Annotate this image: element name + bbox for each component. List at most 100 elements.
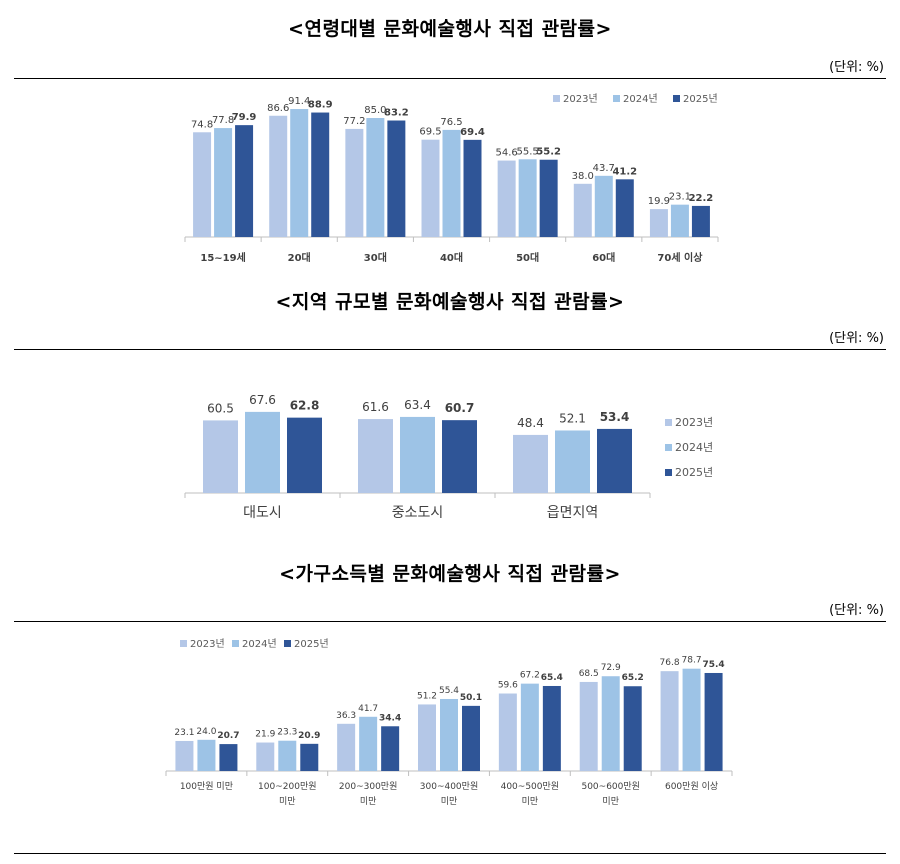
chart-title-income: <가구소득별 문화예술행사 직접 관람률> [279,563,621,585]
data-label: 77.2 [343,116,365,127]
data-label: 23.3 [277,728,297,738]
category-label: 600만원 이상 [665,781,718,792]
divider [14,349,886,350]
data-label: 61.6 [362,400,389,414]
category-label: 500~600만원 [581,781,639,792]
chart-title-region: <지역 규모별 문화예술행사 직접 관람률> [275,291,625,313]
bar-2024년 [366,118,385,237]
bar-2023년 [175,740,194,771]
data-label: 55.5 [517,146,539,157]
legend-label: 2023년 [675,416,713,429]
data-label: 65.2 [622,673,644,683]
data-label: 23.1 [669,192,691,203]
data-label: 86.6 [267,103,289,114]
region-bar-chart: 60.5 67.6 62.8 대도시 61.6 63.4 60.7 중소도시 48.4 52.1 5… [184,393,713,521]
data-label: 60.5 [207,401,234,415]
bar-2024년 [245,411,280,493]
legend-label: 2025년 [675,466,713,479]
legend-label: 2024년 [623,93,658,105]
bar-2023년 [203,420,238,493]
bar-2025년 [287,417,322,493]
data-label: 20.7 [217,731,239,741]
category-label: 15~19세 [200,251,245,264]
category-label: 300~400만원 [420,781,478,792]
data-label: 72.9 [601,663,621,673]
bar-2023년 [660,671,679,771]
bar-2023년 [579,681,598,771]
data-label: 41.7 [358,704,378,714]
bar-2024년 [520,683,539,771]
data-label: 50.1 [460,693,482,703]
data-label: 60.7 [445,401,475,415]
bar-2025년 [704,672,723,771]
bar-2024년 [682,668,701,771]
data-label: 55.2 [536,147,561,158]
bar-2025년 [615,179,634,237]
bar-2025년 [691,205,710,237]
category-label: 미만 [360,796,377,807]
data-label: 41.2 [612,166,637,177]
data-label: 20.9 [298,731,320,741]
bar-2024년 [555,430,590,493]
data-label: 77.8 [212,115,234,126]
data-label: 69.5 [419,127,441,138]
category-label: 20대 [288,251,311,264]
data-label: 55.4 [439,686,459,696]
bar-2023년 [193,132,212,237]
data-label: 76.5 [440,117,462,128]
category-label: 읍면지역 [547,505,599,521]
data-label: 24.0 [196,727,216,737]
bar-2025년 [623,686,642,771]
data-label: 59.6 [498,681,518,691]
bar-2024년 [440,698,458,771]
legend-swatch [665,444,672,451]
bar-2023년 [573,183,592,237]
bar-2023년 [345,128,364,237]
data-label: 43.7 [593,163,615,174]
legend-swatch [665,469,672,476]
category-label: 미만 [279,796,296,807]
bar-2023년 [358,419,393,493]
legend-swatch [180,640,187,647]
data-label: 67.2 [520,671,540,681]
bar-2025년 [462,705,480,771]
bar-2023년 [497,160,516,237]
bar-2024년 [278,740,297,771]
category-label: 100~200만원 [258,781,316,792]
bar-2024년 [197,739,216,771]
data-label: 21.9 [255,730,275,740]
category-label: 40대 [440,251,463,264]
bar-2024년 [290,109,309,237]
data-label: 52.1 [559,411,586,425]
data-label: 65.4 [541,673,563,683]
chart-title-age: <연령대별 문화예술행사 직접 관람률> [288,18,612,40]
bar-2025년 [442,420,477,493]
divider [14,78,886,79]
bar-2024년 [670,204,689,237]
category-label: 100만원 미만 [180,781,233,792]
bar-2024년 [601,676,620,771]
legend-label: 2025년 [683,93,718,105]
data-label: 62.8 [290,399,320,413]
divider [14,621,886,622]
category-label: 중소도시 [392,505,444,521]
data-label: 85.0 [364,105,386,116]
bar-2023년 [256,742,275,771]
bar-2025년 [311,112,330,237]
data-label: 74.8 [191,119,213,130]
category-label: 200~300만원 [339,781,397,792]
income-bar-chart: 23.1 24.0 20.7 100만원 미만 21.9 23.3 20.9 100~200만… [165,638,733,807]
legend-swatch [673,95,680,102]
legend-swatch [284,640,291,647]
bar-2025년 [381,726,400,771]
legend-label: 2025년 [294,638,329,650]
bar-2024년 [442,129,461,237]
bar-2023년 [421,139,440,237]
legend-label: 2024년 [242,638,277,650]
data-label: 79.9 [232,112,257,123]
data-label: 19.9 [648,196,670,207]
data-label: 69.4 [460,127,485,138]
category-label: 미만 [441,796,458,807]
data-label: 23.1 [174,728,194,738]
data-label: 91.4 [288,96,310,107]
